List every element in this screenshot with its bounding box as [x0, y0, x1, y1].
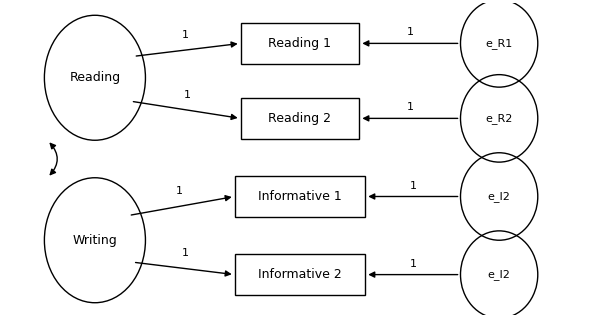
Text: Informative 1: Informative 1: [258, 190, 342, 203]
Text: 1: 1: [406, 27, 413, 38]
Text: Reading 2: Reading 2: [268, 112, 331, 125]
Text: 1: 1: [409, 259, 416, 269]
Text: 1: 1: [409, 181, 416, 190]
Text: e_R2: e_R2: [485, 113, 513, 124]
Text: 1: 1: [406, 102, 413, 113]
Text: Reading 1: Reading 1: [268, 37, 331, 50]
Text: 1: 1: [182, 248, 189, 258]
Text: e_R1: e_R1: [485, 38, 513, 49]
FancyArrowPatch shape: [50, 143, 57, 175]
Text: e_I2: e_I2: [488, 269, 511, 280]
Text: 1: 1: [176, 186, 183, 196]
Text: Reading: Reading: [70, 71, 121, 84]
Text: 1: 1: [184, 90, 191, 100]
Text: Informative 2: Informative 2: [258, 268, 342, 281]
Text: e_I2: e_I2: [488, 191, 511, 202]
Text: Writing: Writing: [73, 234, 117, 247]
Text: 1: 1: [182, 30, 189, 39]
